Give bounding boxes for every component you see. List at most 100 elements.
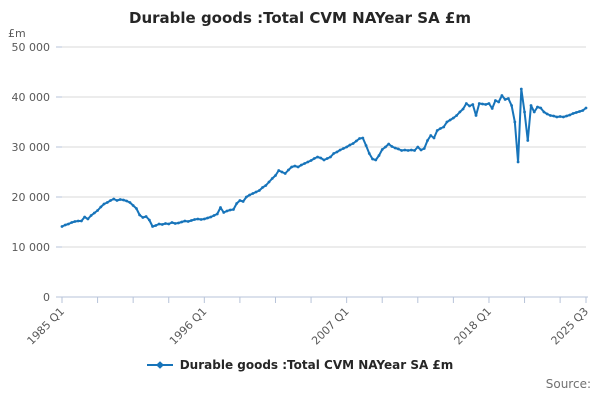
series-point [105,201,109,204]
series-point [542,110,546,114]
series-point [312,157,316,160]
series-point [244,195,248,199]
y-tick-label: 20 000 [12,191,51,204]
series-point [435,129,439,132]
series-point [552,114,556,118]
y-tick-label: 40 000 [12,91,51,104]
series-point [225,209,229,213]
series-point [500,94,504,97]
series-point [309,159,313,162]
series-point [529,104,533,107]
series-point [413,149,416,152]
series-point [516,160,520,164]
series-point [170,221,174,224]
series-point [80,219,83,223]
series-point [151,225,154,228]
series-point [299,163,303,167]
series-point [445,120,449,124]
series-point [228,208,232,212]
series-point [141,216,145,219]
series-point [565,114,568,118]
series-point [319,156,323,160]
series-point [193,218,197,221]
series-point [306,160,310,164]
series-point [523,110,526,114]
series-point [248,193,252,197]
y-tick-label: 50 000 [12,41,51,54]
series-point [468,104,471,108]
series-point [206,216,209,220]
series-point [374,158,378,162]
series-point [222,211,226,214]
series-point [254,190,258,194]
series-point [296,165,300,169]
series-point [70,221,74,224]
series-point [539,106,543,110]
x-tick-label: 2018 Q1 [452,305,495,348]
series-point [422,147,426,150]
series-point [280,170,284,174]
series-point [477,102,481,105]
series-point [377,154,381,157]
series-point [232,208,235,211]
series-point [83,215,87,219]
series-point [367,152,371,155]
series-point [86,217,90,221]
x-tick-label: 1996 Q1 [167,305,210,348]
series-point [332,152,336,155]
series-point [338,148,342,152]
series-point [96,209,99,212]
series-point [393,146,397,150]
series-point [329,155,332,159]
series-point [144,215,148,218]
y-tick-label: 10 000 [12,241,51,254]
series-point [364,144,368,147]
series-point [125,199,129,203]
series-point [358,137,361,140]
series-point [380,148,384,151]
series-point [60,225,64,228]
series-point [251,192,255,195]
series-point [167,222,171,226]
series-point [257,189,261,192]
series-point [199,218,203,221]
series-point [549,114,552,117]
series-point [348,143,352,147]
series-point [238,199,242,202]
series-point [458,110,462,114]
series-point [92,211,96,215]
series-point [474,114,478,117]
series-point [138,213,142,217]
series-point [186,220,190,223]
series-point [555,115,559,119]
series-point [283,172,287,175]
series-point [561,115,565,119]
series-point [406,149,410,152]
series-point [439,127,442,130]
source-label: Source: [545,377,591,391]
series-point [157,222,161,226]
series-point [497,100,501,104]
series-point [89,214,93,217]
series-point [147,218,151,222]
series-point [183,219,187,223]
series-line [61,88,587,228]
series-point [212,214,216,217]
series-point [154,224,158,227]
series-point [264,184,268,187]
series-point [519,87,523,91]
series-point [241,200,245,203]
series-point [202,217,206,221]
series-point [164,222,167,225]
series-point [426,139,429,142]
series-point [73,220,77,223]
series-point [361,136,365,140]
series-point [494,99,497,102]
y-axis-unit-label: £m [8,27,26,40]
series-point [270,177,274,180]
series-point [235,202,239,205]
series-point [189,219,193,222]
series-point [371,157,374,161]
series-point [464,102,468,105]
